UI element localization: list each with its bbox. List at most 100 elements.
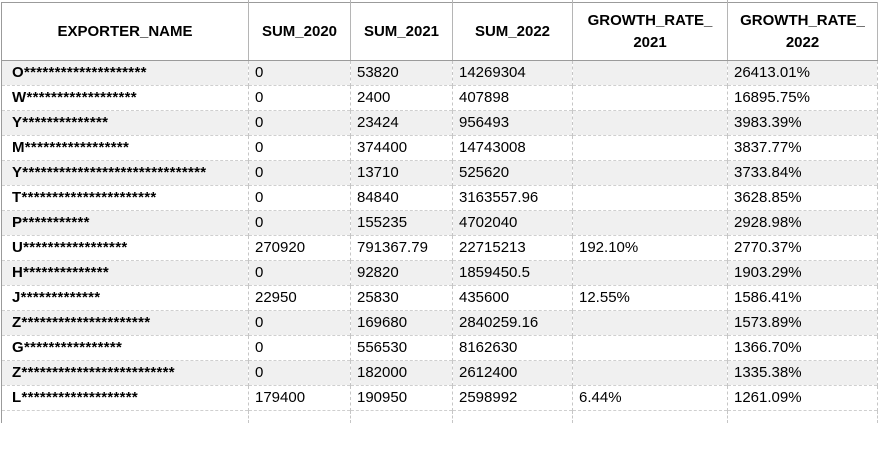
cell-sum-2020[interactable]: 179400 bbox=[248, 385, 351, 411]
cell-growth-rate-2022[interactable]: 26413.01% bbox=[727, 60, 878, 86]
cell-growth-rate-2021[interactable] bbox=[572, 310, 728, 336]
cell-sum-2021[interactable]: 25830 bbox=[350, 285, 453, 311]
cell-exporter-name[interactable]: M***************** bbox=[1, 135, 249, 161]
cell-exporter-name[interactable]: J************* bbox=[1, 285, 249, 311]
table-header: EXPORTER_NAME SUM_2020 SUM_2021 SUM_2022… bbox=[1, 2, 878, 61]
column-header-growth-rate-2022[interactable]: GROWTH_RATE_ 2022 bbox=[727, 2, 878, 61]
cell-sum-2020[interactable]: 270920 bbox=[248, 235, 351, 261]
cell-exporter-name[interactable]: O******************** bbox=[1, 60, 249, 86]
table-row: G**************** 0 556530 8162630 1366.… bbox=[1, 335, 878, 361]
cell-sum-2022[interactable]: 14269304 bbox=[452, 60, 573, 86]
column-header-sum-2021[interactable]: SUM_2021 bbox=[350, 2, 453, 61]
cell-growth-rate-2022[interactable]: 1366.70% bbox=[727, 335, 878, 361]
cell-sum-2021[interactable]: 374400 bbox=[350, 135, 453, 161]
cell-exporter-name[interactable]: Y****************************** bbox=[1, 160, 249, 186]
cell-growth-rate-2022[interactable]: 3628.85% bbox=[727, 185, 878, 211]
cell-sum-2020[interactable]: 0 bbox=[248, 110, 351, 136]
cell-sum-2021[interactable]: 169680 bbox=[350, 310, 453, 336]
cell-growth-rate-2021[interactable] bbox=[572, 335, 728, 361]
cell-sum-2021[interactable]: 190950 bbox=[350, 385, 453, 411]
column-header-sum-2022[interactable]: SUM_2022 bbox=[452, 2, 573, 61]
table-row: H************** 0 92820 1859450.5 1903.2… bbox=[1, 260, 878, 286]
cell-sum-2020[interactable]: 0 bbox=[248, 310, 351, 336]
cell-growth-rate-2021[interactable] bbox=[572, 210, 728, 236]
cell-growth-rate-2021[interactable] bbox=[572, 60, 728, 86]
cell-sum-2021[interactable]: 2400 bbox=[350, 85, 453, 111]
cell-sum-2022[interactable]: 525620 bbox=[452, 160, 573, 186]
column-header-growth-rate-2021[interactable]: GROWTH_RATE_ 2021 bbox=[572, 2, 728, 61]
table-row: Z************************* 0 182000 2612… bbox=[1, 360, 878, 386]
cell-growth-rate-2022[interactable]: 3983.39% bbox=[727, 110, 878, 136]
cell-sum-2021[interactable]: 84840 bbox=[350, 185, 453, 211]
cell-exporter-name[interactable]: Z************************* bbox=[1, 360, 249, 386]
cell-growth-rate-2021[interactable] bbox=[572, 260, 728, 286]
cell-growth-rate-2021[interactable] bbox=[572, 360, 728, 386]
cell-sum-2021[interactable]: 791367.79 bbox=[350, 235, 453, 261]
cell-growth-rate-2021[interactable] bbox=[572, 135, 728, 161]
cell-sum-2021[interactable]: 556530 bbox=[350, 335, 453, 361]
cell-exporter-name[interactable]: T********************** bbox=[1, 185, 249, 211]
cell-exporter-name[interactable]: P*********** bbox=[1, 210, 249, 236]
column-header-sum-2020[interactable]: SUM_2020 bbox=[248, 2, 351, 61]
cell-growth-rate-2022[interactable]: 2928.98% bbox=[727, 210, 878, 236]
cell-sum-2020[interactable]: 0 bbox=[248, 335, 351, 361]
cell-sum-2022[interactable]: 435600 bbox=[452, 285, 573, 311]
cell-exporter-name[interactable]: Y************** bbox=[1, 110, 249, 136]
cell-exporter-name[interactable]: H************** bbox=[1, 260, 249, 286]
cell-exporter-name[interactable]: L******************* bbox=[1, 385, 249, 411]
table-row: J************* 22950 25830 435600 12.55%… bbox=[1, 285, 878, 311]
cell-sum-2022[interactable]: 2612400 bbox=[452, 360, 573, 386]
cell-growth-rate-2022[interactable]: 1573.89% bbox=[727, 310, 878, 336]
column-header-exporter-name[interactable]: EXPORTER_NAME bbox=[1, 2, 249, 61]
cell-exporter-name[interactable]: U***************** bbox=[1, 235, 249, 261]
cell-sum-2022[interactable]: 2598992 bbox=[452, 385, 573, 411]
cell-growth-rate-2022[interactable]: 3837.77% bbox=[727, 135, 878, 161]
cell-sum-2020[interactable]: 0 bbox=[248, 210, 351, 236]
cell-sum-2020[interactable]: 0 bbox=[248, 135, 351, 161]
cell-growth-rate-2022[interactable]: 2770.37% bbox=[727, 235, 878, 261]
cell-sum-2022[interactable]: 407898 bbox=[452, 85, 573, 111]
cell-growth-rate-2021[interactable] bbox=[572, 185, 728, 211]
cell-sum-2020[interactable]: 0 bbox=[248, 260, 351, 286]
cell-sum-2021[interactable]: 155235 bbox=[350, 210, 453, 236]
cell-sum-2022[interactable]: 4702040 bbox=[452, 210, 573, 236]
table-row: Z********************* 0 169680 2840259.… bbox=[1, 310, 878, 336]
cell-growth-rate-2021[interactable] bbox=[572, 110, 728, 136]
cell-growth-rate-2022[interactable]: 3733.84% bbox=[727, 160, 878, 186]
cell-sum-2020[interactable]: 0 bbox=[248, 360, 351, 386]
cell-growth-rate-2022[interactable]: 1335.38% bbox=[727, 360, 878, 386]
cell-growth-rate-2021[interactable]: 192.10% bbox=[572, 235, 728, 261]
cell-sum-2021[interactable]: 23424 bbox=[350, 110, 453, 136]
cell-sum-2022[interactable]: 1859450.5 bbox=[452, 260, 573, 286]
table-row: W****************** 0 2400 407898 16895.… bbox=[1, 85, 878, 111]
cell-growth-rate-2021[interactable]: 6.44% bbox=[572, 385, 728, 411]
cell-sum-2020[interactable]: 0 bbox=[248, 85, 351, 111]
cell-growth-rate-2021[interactable] bbox=[572, 85, 728, 111]
cell-sum-2022[interactable]: 3163557.96 bbox=[452, 185, 573, 211]
cell-sum-2020[interactable]: 0 bbox=[248, 60, 351, 86]
cell-sum-2021[interactable]: 13710 bbox=[350, 160, 453, 186]
cell-exporter-name[interactable]: Z********************* bbox=[1, 310, 249, 336]
cell-exporter-name[interactable]: W****************** bbox=[1, 85, 249, 111]
cell-sum-2021[interactable]: 92820 bbox=[350, 260, 453, 286]
cell-exporter-name[interactable]: G**************** bbox=[1, 335, 249, 361]
cell-sum-2020[interactable]: 22950 bbox=[248, 285, 351, 311]
cell-sum-2021[interactable]: 53820 bbox=[350, 60, 453, 86]
cell-sum-2022[interactable]: 956493 bbox=[452, 110, 573, 136]
cell-sum-2021[interactable]: 182000 bbox=[350, 360, 453, 386]
cell-growth-rate-2022[interactable]: 1261.09% bbox=[727, 385, 878, 411]
cell-sum-2022[interactable]: 8162630 bbox=[452, 335, 573, 361]
cell-sum-2022[interactable]: 14743008 bbox=[452, 135, 573, 161]
cell-growth-rate-2021[interactable] bbox=[572, 160, 728, 186]
cell-growth-rate-2022[interactable]: 1586.41% bbox=[727, 285, 878, 311]
cell-growth-rate-2022[interactable]: 16895.75% bbox=[727, 85, 878, 111]
table-row: Y****************************** 0 13710 … bbox=[1, 160, 878, 186]
cell-sum-2022[interactable]: 2840259.16 bbox=[452, 310, 573, 336]
cell-sum-2020[interactable]: 0 bbox=[248, 185, 351, 211]
cell-sum-2020[interactable]: 0 bbox=[248, 160, 351, 186]
cell-growth-rate-2022[interactable]: 1903.29% bbox=[727, 260, 878, 286]
cell-sum-2022[interactable]: 22715213 bbox=[452, 235, 573, 261]
cell-growth-rate-2021[interactable]: 12.55% bbox=[572, 285, 728, 311]
table-row: Y************** 0 23424 956493 3983.39% bbox=[1, 110, 878, 136]
table-row: U***************** 270920 791367.79 2271… bbox=[1, 235, 878, 261]
